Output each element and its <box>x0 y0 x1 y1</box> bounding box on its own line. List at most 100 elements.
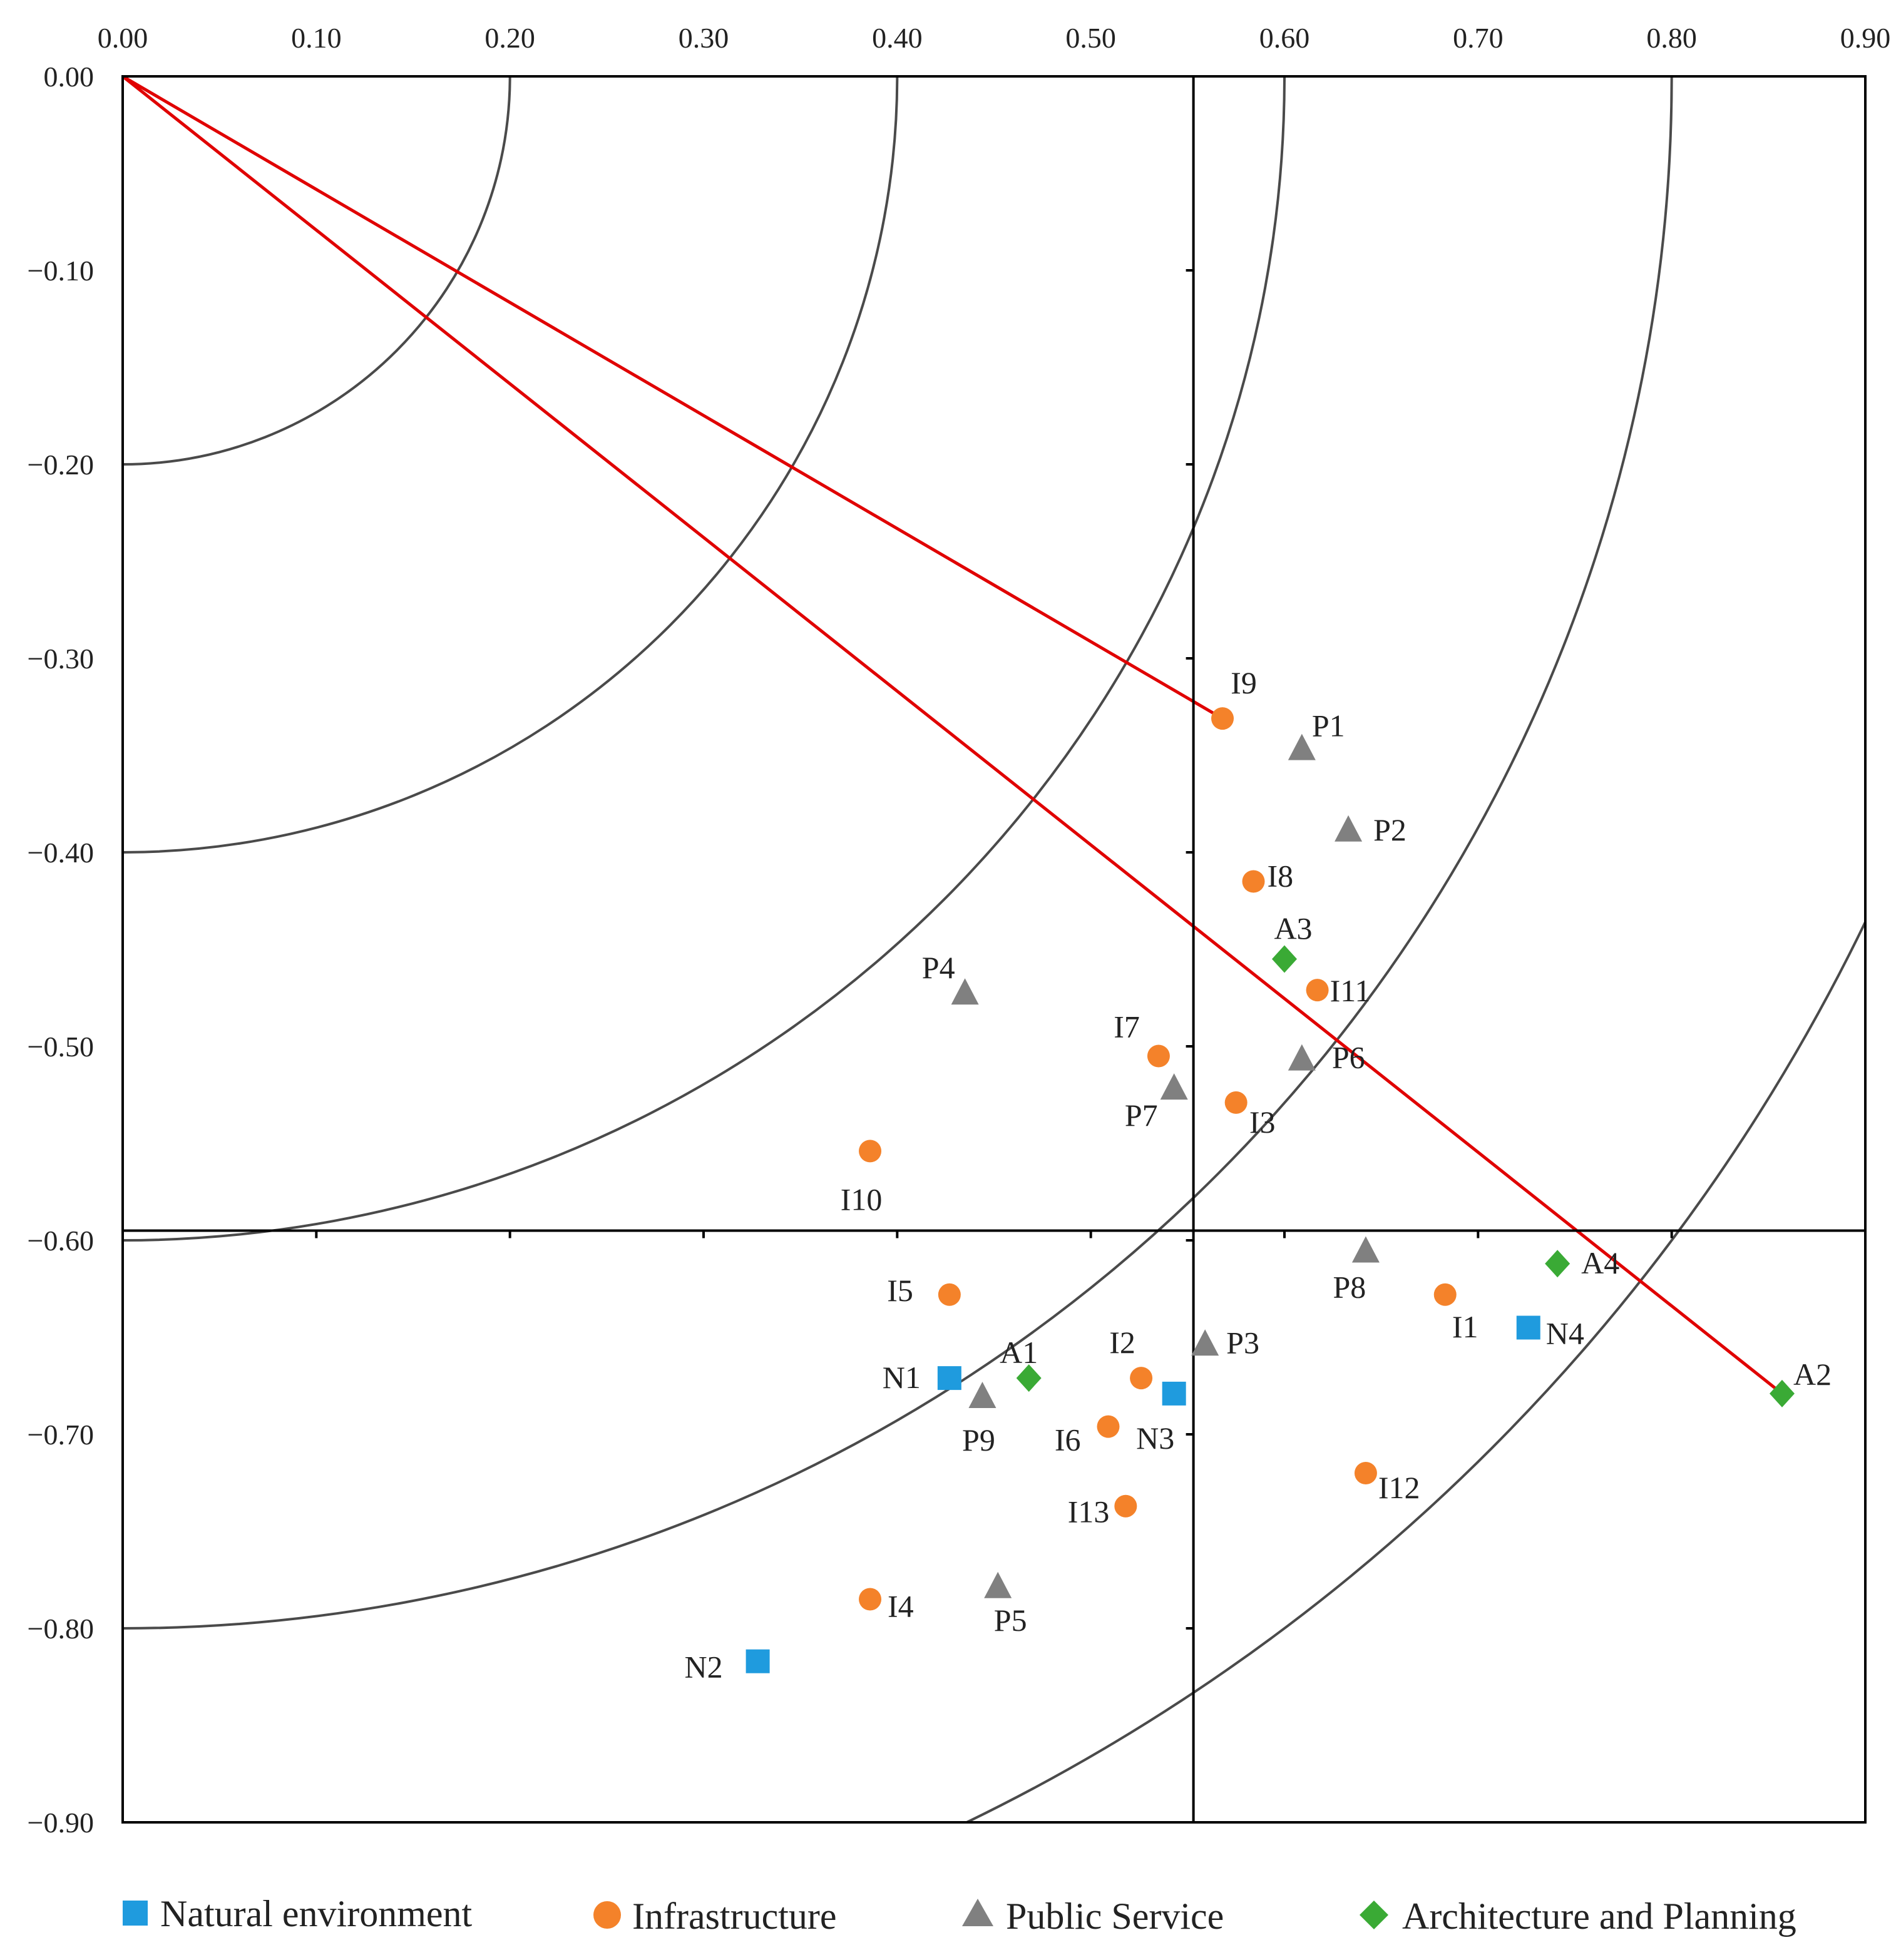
y-tick-label: −0.60 <box>28 1225 94 1257</box>
point-label-p3: P3 <box>1226 1325 1259 1360</box>
point-label-p9: P9 <box>962 1422 995 1457</box>
point-label-i2: I2 <box>1109 1325 1135 1360</box>
point-label-p4: P4 <box>922 950 955 985</box>
public-service-point-p9 <box>968 1382 997 1408</box>
infrastructure-point-i7 <box>1147 1044 1170 1068</box>
distance-arc-3 <box>123 76 1286 1242</box>
public-service-point-p5 <box>984 1571 1012 1598</box>
y-tick-labels: 0.00 −0.10 −0.20 −0.30 −0.40 −0.50 −0.60 −0.70 −… <box>28 61 94 1839</box>
x-tick-label: 0.10 <box>291 22 342 54</box>
legend-label-natural-environment: Natural environment <box>160 1893 472 1934</box>
architecture-and-planning-point-a4 <box>1545 1250 1571 1278</box>
infrastructure-point-i12 <box>1354 1462 1377 1484</box>
legend-label-public-service: Public Service <box>1006 1896 1224 1937</box>
infrastructure-point-i1 <box>1433 1283 1457 1306</box>
point-label-n3: N3 <box>1136 1421 1174 1456</box>
data-points-layer <box>746 707 1795 1673</box>
x-tick-label: 0.70 <box>1453 22 1504 54</box>
infrastructure-point-i5 <box>938 1283 961 1306</box>
architecture-and-planning-point-a3 <box>1272 945 1297 973</box>
public-service-point-p3 <box>1191 1329 1219 1356</box>
distance-arc-2 <box>123 76 899 854</box>
quadrant-lines-layer <box>123 76 1865 1822</box>
reference-line-1 <box>123 76 1224 720</box>
x-tick-label: 0.20 <box>484 22 535 54</box>
point-label-i7: I7 <box>1114 1009 1140 1044</box>
point-label-a3: A3 <box>1274 911 1312 946</box>
y-tick-label: 0.00 <box>44 61 95 93</box>
legend-label-infrastructure: Infrastructure <box>632 1896 836 1937</box>
point-label-a2: A2 <box>1793 1357 1832 1392</box>
y-tick-label: −0.70 <box>28 1419 94 1451</box>
infrastructure-point-i2 <box>1130 1367 1153 1390</box>
natural-environment-point-n3 <box>1162 1381 1186 1406</box>
point-label-p6: P6 <box>1332 1040 1365 1075</box>
point-label-n4: N4 <box>1546 1316 1584 1351</box>
point-label-i3: I3 <box>1249 1105 1276 1140</box>
infrastructure-point-i8 <box>1242 870 1265 893</box>
public-service-point-p1 <box>1288 733 1316 760</box>
point-label-i9: I9 <box>1231 665 1257 700</box>
y-tick-label: −0.40 <box>28 837 94 869</box>
y-tick-label: −0.10 <box>28 255 94 287</box>
infrastructure-point-i6 <box>1097 1415 1120 1438</box>
x-tick-label: 0.50 <box>1065 22 1116 54</box>
infrastructure-point-i9 <box>1211 707 1234 730</box>
point-label-n1: N1 <box>883 1360 921 1395</box>
x-tick-label: 0.60 <box>1259 22 1310 54</box>
natural-environment-point-n1 <box>937 1366 961 1391</box>
point-label-p1: P1 <box>1312 708 1345 743</box>
point-label-i11: I11 <box>1330 973 1371 1008</box>
plot-frame <box>121 75 1867 1824</box>
y-tick-label: −0.30 <box>28 643 94 675</box>
x-tick-label: 0.80 <box>1646 22 1697 54</box>
legend-marker-infrastructure <box>593 1901 621 1929</box>
distance-arc-5 <box>963 919 1865 1822</box>
point-label-i1: I1 <box>1452 1309 1478 1344</box>
x-tick-label: 0.40 <box>872 22 923 54</box>
legend: Natural environment Infrastructure Publi… <box>123 1893 1796 1937</box>
y-tick-label: −0.80 <box>28 1613 94 1645</box>
infrastructure-point-i11 <box>1306 979 1329 1002</box>
legend-label-architecture-and-planning: Architecture and Planning <box>1402 1896 1796 1937</box>
public-service-point-p7 <box>1160 1073 1188 1100</box>
point-label-i4: I4 <box>888 1589 914 1624</box>
infrastructure-point-i4 <box>859 1588 882 1611</box>
x-tick-label: 0.00 <box>98 22 148 54</box>
point-label-p8: P8 <box>1333 1270 1366 1305</box>
point-label-i5: I5 <box>887 1273 913 1308</box>
architecture-and-planning-point-a2 <box>1769 1379 1795 1407</box>
plot-background <box>123 76 1865 1822</box>
point-label-i8: I8 <box>1268 859 1294 894</box>
public-service-point-p2 <box>1335 815 1363 842</box>
public-service-point-p6 <box>1288 1044 1316 1071</box>
point-label-i6: I6 <box>1055 1422 1081 1457</box>
y-tick-label: −0.20 <box>28 449 94 481</box>
infrastructure-point-i10 <box>859 1140 882 1163</box>
point-label-a4: A4 <box>1581 1245 1619 1280</box>
y-tick-label: −0.90 <box>28 1807 94 1839</box>
public-service-point-p8 <box>1351 1236 1380 1263</box>
point-labels-layer: N1 N2 N3 N4 I1 I2 I3 I4 I5 I6 I7 I8 I9 I10 I11 I12 I13 P1… <box>685 665 1832 1685</box>
public-service-point-p4 <box>951 978 979 1005</box>
natural-environment-point-n2 <box>746 1649 770 1673</box>
distance-arc-4 <box>123 76 1673 1630</box>
point-label-p5: P5 <box>994 1603 1027 1638</box>
legend-marker-architecture-and-planning <box>1360 1901 1388 1929</box>
ticks-layer <box>315 269 1673 1630</box>
point-label-i13: I13 <box>1068 1494 1110 1529</box>
reference-lines-layer <box>123 76 1783 1395</box>
architecture-and-planning-point-a1 <box>1016 1364 1042 1392</box>
arcs-layer <box>123 76 1865 1822</box>
point-label-p2: P2 <box>1373 812 1407 847</box>
point-label-a1: A1 <box>1000 1335 1038 1370</box>
point-label-n2: N2 <box>685 1650 723 1685</box>
x-tick-label: 0.30 <box>679 22 729 54</box>
x-tick-labels: 0.00 0.10 0.20 0.30 0.40 0.50 0.60 0.70 0.80 0.90 <box>98 22 1891 54</box>
infrastructure-point-i13 <box>1114 1494 1137 1518</box>
reference-line-2 <box>123 76 1783 1395</box>
natural-environment-point-n4 <box>1516 1315 1540 1340</box>
distance-arc-1 <box>123 76 511 466</box>
infrastructure-point-i3 <box>1224 1091 1248 1114</box>
